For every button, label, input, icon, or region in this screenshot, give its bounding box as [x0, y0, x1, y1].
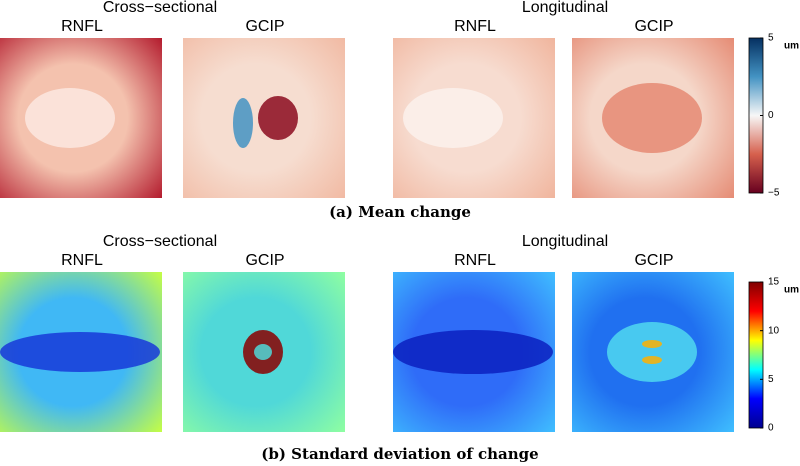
heatmap-region — [607, 322, 697, 382]
map-title: RNFL — [454, 18, 496, 35]
caption: (b) Standard deviation of change — [261, 445, 538, 463]
heatmap-region — [602, 83, 702, 153]
colorbar-tick-label: −5 — [768, 188, 780, 199]
colorbar-unit: um — [784, 285, 799, 296]
colorbar-unit: um — [784, 41, 799, 52]
colorbar-tick-label: 5 — [768, 374, 774, 385]
heatmap-region — [403, 88, 503, 148]
heatmap-region — [393, 330, 553, 374]
heatmap-region — [642, 340, 662, 348]
caption: (a) Mean change — [329, 203, 471, 221]
heatmap-region — [0, 332, 160, 372]
map-title: RNFL — [454, 252, 496, 269]
colorbar-tick-label: 5 — [768, 33, 774, 44]
map-title: GCIP — [634, 18, 673, 35]
map-title: GCIP — [634, 252, 673, 269]
group-title: Cross−sectional — [103, 0, 217, 16]
colorbar-tick-label: 0 — [768, 423, 774, 434]
map-title: GCIP — [245, 252, 284, 269]
map-title: RNFL — [61, 18, 103, 35]
colorbar-tick-label: 10 — [768, 325, 780, 336]
heatmap-region — [233, 98, 253, 148]
group-title: Cross−sectional — [103, 233, 217, 250]
group-title: Longitudinal — [522, 0, 608, 16]
heatmap-region — [642, 356, 662, 364]
heatmap-region — [254, 344, 272, 360]
colorbar — [748, 281, 764, 429]
map-title: RNFL — [61, 252, 103, 269]
map-title: GCIP — [245, 18, 284, 35]
colorbar-tick-label: 15 — [768, 277, 780, 288]
heatmap-region — [25, 88, 115, 148]
heatmap-region — [258, 96, 298, 140]
colorbar-tick-label: 0 — [768, 110, 774, 121]
group-title: Longitudinal — [522, 233, 608, 250]
